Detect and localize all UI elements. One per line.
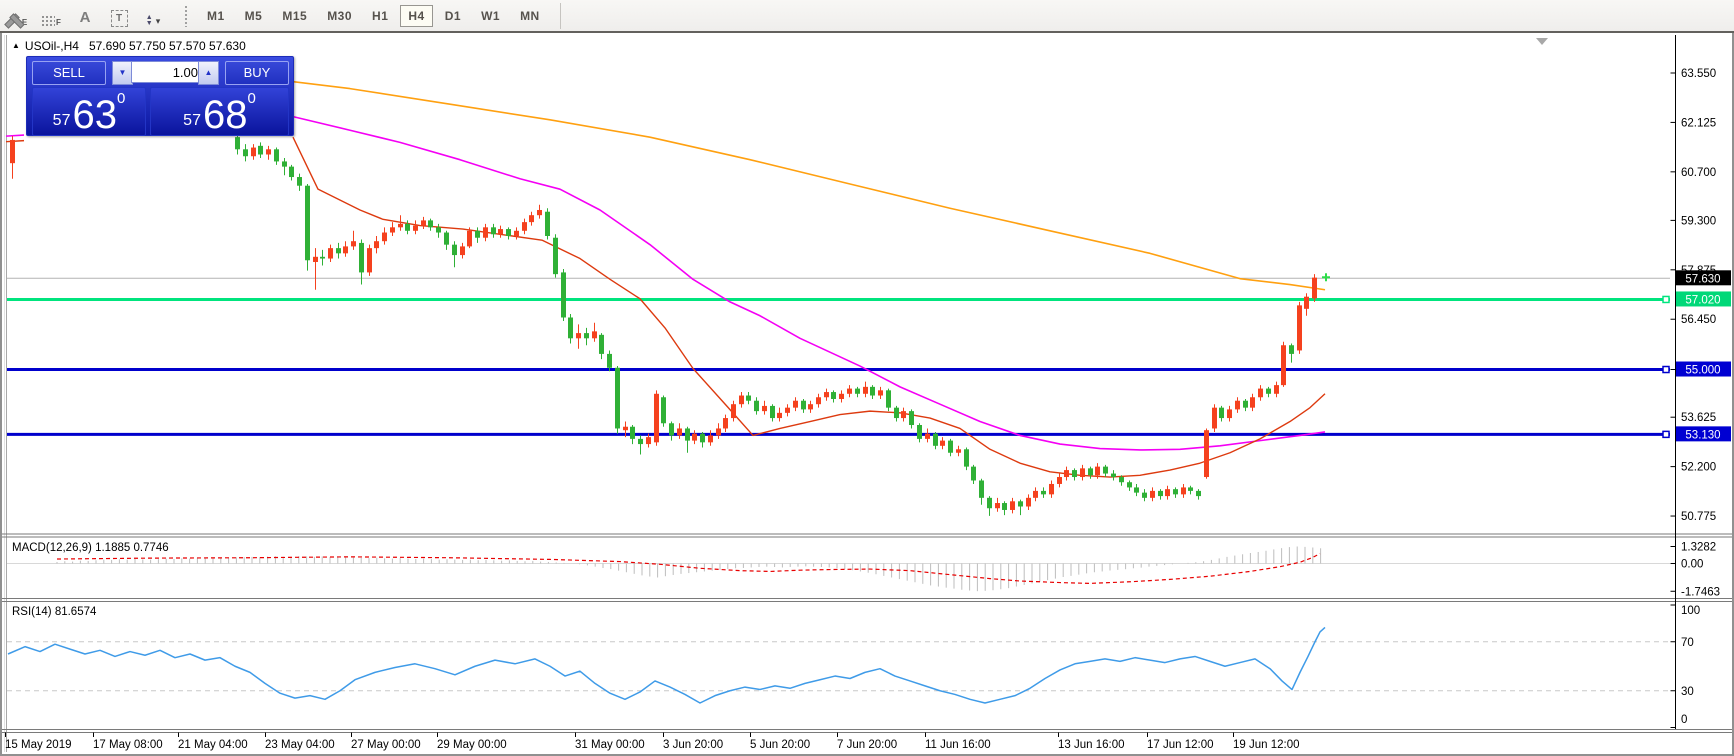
- svg-text:100: 100: [1681, 605, 1700, 617]
- ohlc-readout: 57.690 57.750 57.570 57.630: [88, 39, 246, 53]
- crayon-indicator-icon[interactable]: E: [2, 5, 32, 29]
- svg-text:11 Jun 16:00: 11 Jun 16:00: [925, 739, 991, 751]
- panel-separators[interactable]: [2, 533, 1732, 733]
- buy-button[interactable]: BUY: [225, 61, 289, 85]
- svg-text:RSI(14) 81.6574: RSI(14) 81.6574: [12, 606, 97, 618]
- volume-decrease-button[interactable]: ▼: [112, 61, 133, 85]
- svg-text:59.300: 59.300: [1681, 215, 1716, 227]
- svg-text:23 May 04:00: 23 May 04:00: [265, 739, 335, 751]
- one-click-trading-panel: SELL ▼ ▲ BUY 57 63 0 57 68 0: [26, 56, 294, 136]
- cycle-arrows-icon[interactable]: ▲ ▼ ▾: [145, 13, 161, 27]
- svg-text:27 May 00:00: 27 May 00:00: [351, 739, 421, 751]
- svg-text:62.125: 62.125: [1681, 117, 1716, 129]
- text-label-icon[interactable]: A: [79, 8, 91, 26]
- trade-controls-row: SELL ▼ ▲ BUY: [27, 61, 293, 85]
- time-axis[interactable]: 15 May 2019 17 May 08:00 21 May 04:00 23 Ma…: [5, 732, 1300, 752]
- rsi-panel[interactable]: 100 70 30 0 RSI(14) 81.6574: [7, 604, 1700, 728]
- horizontal-lines[interactable]: [7, 277, 1670, 439]
- last-price-marker: [1322, 273, 1330, 282]
- toolbar: E F A T ▲ ▼ ▾ M1 M5 M15 M30 H1 H4 D1 W1 MN: [0, 0, 1734, 33]
- sell-price-pip: 0: [116, 90, 126, 107]
- svg-text:3 Jun 20:00: 3 Jun 20:00: [663, 739, 723, 751]
- svg-text:0: 0: [1681, 714, 1687, 726]
- chevron-down-icon[interactable]: ▾: [155, 15, 161, 26]
- timeframe-button-d1[interactable]: D1: [444, 8, 462, 23]
- timeframe-button-m1[interactable]: M1: [207, 8, 225, 23]
- svg-text:17 Jun 12:00: 17 Jun 12:00: [1147, 739, 1214, 751]
- svg-text:17 May 08:00: 17 May 08:00: [93, 739, 163, 751]
- svg-text:31 May 00:00: 31 May 00:00: [575, 739, 645, 751]
- timeframe-buttons: M1 M5 M15 M30 H1 H4 D1 W1 MN: [197, 4, 550, 27]
- toolbar-drag-handle[interactable]: [184, 4, 189, 27]
- svg-text:29 May 00:00: 29 May 00:00: [437, 739, 507, 751]
- candles-layer[interactable]: [10, 133, 1317, 516]
- svg-text:15 May 2019: 15 May 2019: [5, 739, 72, 751]
- price-axis[interactable]: 63.55062.12560.70059.30057.87556.45055.0…: [1670, 35, 1732, 729]
- svg-text:MACD(12,26,9) 1.1885 0.7746: MACD(12,26,9) 1.1885 0.7746: [12, 542, 169, 554]
- svg-text:53.625: 53.625: [1681, 412, 1716, 424]
- timeframe-button-mn[interactable]: MN: [520, 8, 540, 23]
- svg-text:1.3282: 1.3282: [1681, 541, 1716, 553]
- svg-text:19 Jun 12:00: 19 Jun 12:00: [1233, 739, 1300, 751]
- svg-text:52.200: 52.200: [1681, 462, 1716, 474]
- svg-text:13 Jun 16:00: 13 Jun 16:00: [1058, 739, 1125, 751]
- svg-text:-1.7463: -1.7463: [1681, 586, 1720, 598]
- svg-text:0.00: 0.00: [1681, 559, 1703, 571]
- macd-panel[interactable]: 1.3282 0.00 -1.7463 MACD(12,26,9) 1.1885 0.…: [7, 541, 1720, 598]
- svg-text:55.000: 55.000: [1685, 365, 1720, 377]
- chart-title: ▲ USOil-,H4 57.690 57.750 57.570 57.630: [12, 39, 246, 53]
- sell-button[interactable]: SELL: [32, 61, 106, 85]
- text-box-icon[interactable]: T: [104, 5, 134, 27]
- buy-price-big: 68: [202, 93, 248, 137]
- timeframe-button-h1[interactable]: H1: [372, 8, 389, 23]
- timeframe-button-m5[interactable]: M5: [244, 8, 263, 23]
- volume-input[interactable]: [131, 61, 203, 83]
- sell-price-tile[interactable]: 57 63 0: [32, 87, 146, 136]
- oneclick-toggle-icon[interactable]: ▲: [12, 41, 20, 50]
- toolbar-separator: [559, 2, 561, 29]
- svg-text:5 Jun 20:00: 5 Jun 20:00: [750, 739, 810, 751]
- symbol-period-label: USOil-,H4: [24, 39, 79, 53]
- buy-price-prefix: 57: [183, 112, 201, 129]
- buy-price-pip: 0: [247, 90, 256, 107]
- svg-text:7 Jun 20:00: 7 Jun 20:00: [837, 739, 897, 751]
- chart-shift-triangle-icon[interactable]: [1536, 38, 1548, 45]
- timeframe-button-m30[interactable]: M30: [327, 8, 353, 23]
- svg-text:53.130: 53.130: [1685, 429, 1720, 441]
- timeframe-button-m15[interactable]: M15: [282, 8, 308, 23]
- svg-text:30: 30: [1681, 686, 1694, 698]
- svg-text:57.020: 57.020: [1685, 294, 1720, 306]
- volume-increase-button[interactable]: ▲: [198, 61, 219, 85]
- period-separators-icon[interactable]: F: [36, 5, 66, 27]
- svg-text:56.450: 56.450: [1681, 314, 1716, 326]
- svg-text:70: 70: [1681, 637, 1694, 649]
- sell-price-prefix: 57: [52, 112, 71, 129]
- svg-text:63.550: 63.550: [1681, 68, 1716, 80]
- timeframe-button-h4[interactable]: H4: [400, 4, 433, 27]
- buy-price-tile[interactable]: 57 68 0: [150, 87, 289, 136]
- timeframe-button-w1[interactable]: W1: [481, 8, 501, 23]
- svg-text:60.700: 60.700: [1681, 167, 1716, 179]
- svg-text:50.775: 50.775: [1681, 511, 1716, 523]
- svg-text:21 May 04:00: 21 May 04:00: [178, 739, 248, 751]
- svg-text:57.630: 57.630: [1685, 273, 1720, 285]
- sell-price-big: 63: [72, 93, 117, 137]
